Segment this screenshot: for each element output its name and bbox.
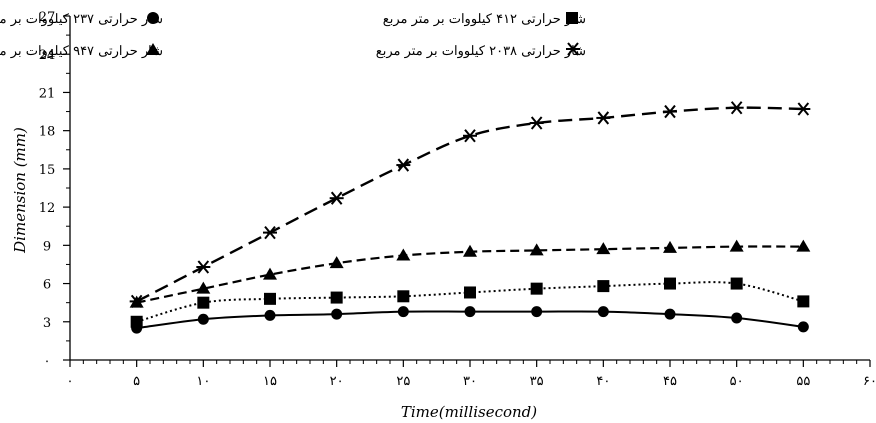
legend-label-237: شار حرارتی ۲۳۷ کیلووات بر متر مربع	[0, 12, 163, 27]
data-point-square	[464, 286, 476, 299]
legend-marker-triangle-icon	[146, 43, 160, 55]
x-axis-title: Time(millisecond)	[401, 403, 537, 421]
legend-item-947: شار حرارتی ۹۴۷ کیلووات بر متر مربع	[0, 43, 163, 59]
y-tick-label: 24	[39, 48, 56, 63]
x-tick-label: ۶۰	[863, 374, 876, 389]
y-tick-label: 6	[43, 278, 51, 293]
x-tick-label: ۲۰	[330, 374, 344, 389]
data-point-triangle	[463, 244, 477, 257]
x-tick-label: ۵۵	[796, 374, 810, 389]
y-axis-title: Dimension (mm)	[11, 127, 29, 254]
data-point-circle	[797, 321, 809, 333]
data-point-triangle	[263, 267, 277, 280]
legend-item-412: شار حرارتی ۴۱۲ کیلووات بر متر مربع	[383, 12, 586, 27]
axis-ticks: ۰ ۵ ۱۰ ۱۵ ۲۰ ۲۵ ۳۰ ۳۵ ۴۰ ۴۵ ۵۰ ۵۵ ۶۰ ۰ 3 6 9 12 15 18 21 24 27	[39, 10, 876, 389]
data-point-triangle	[196, 281, 211, 294]
y-tick-label: 9	[43, 239, 51, 254]
data-point-square	[397, 290, 410, 303]
data-point-asterisk	[463, 129, 477, 143]
data-point-triangle	[729, 239, 744, 252]
data-point-asterisk	[729, 101, 744, 115]
legend-label-947: شار حرارتی ۹۴۷ کیلووات بر متر مربع	[0, 44, 163, 59]
y-tick-label: ۰	[44, 354, 51, 369]
data-point-circle	[397, 306, 409, 318]
x-tick-label: ۴۰	[596, 374, 610, 389]
data-point-square	[264, 292, 276, 305]
data-point-triangle	[529, 243, 544, 256]
data-point-circle	[731, 312, 743, 324]
data-point-asterisk	[529, 116, 544, 130]
data-point-circle	[464, 306, 476, 318]
data-point-triangle	[396, 248, 411, 261]
data-point-triangle	[796, 239, 811, 252]
data-point-asterisk	[263, 225, 277, 240]
x-tick-label: ۱۰	[196, 374, 210, 389]
data-point-asterisk	[796, 102, 811, 116]
data-point-circle	[197, 313, 209, 325]
data-point-circle	[664, 308, 676, 320]
series-markers	[129, 101, 811, 334]
x-tick-label: ۲۵	[396, 374, 410, 389]
data-point-square	[530, 282, 543, 295]
data-point-circle	[597, 306, 609, 318]
x-tick-label: ۵	[133, 374, 140, 389]
data-point-square	[197, 296, 210, 309]
x-tick-label: ۱۵	[263, 374, 277, 389]
legend: شار حرارتی ۲۳۷ کیلووات بر متر مربع شار ح…	[0, 12, 586, 59]
x-tick-label: ۰	[67, 374, 74, 389]
y-tick-label: 12	[39, 201, 56, 216]
data-point-square	[664, 277, 676, 290]
legend-item-237: شار حرارتی ۲۳۷ کیلووات بر متر مربع	[0, 12, 163, 27]
data-point-square	[330, 291, 343, 304]
data-point-triangle	[663, 240, 677, 253]
data-point-asterisk	[396, 158, 411, 172]
data-point-square	[797, 295, 810, 308]
x-tick-label: ۴۵	[663, 374, 677, 389]
data-point-circle	[264, 309, 276, 321]
legend-marker-square-icon	[566, 12, 578, 24]
y-tick-label: 18	[39, 125, 56, 140]
x-tick-label: ۳۵	[530, 374, 544, 389]
y-tick-label: 3	[43, 316, 51, 331]
data-point-asterisk	[596, 111, 611, 125]
series-line-asterisk	[136, 106, 804, 303]
data-point-triangle	[329, 256, 344, 269]
data-point-asterisk	[129, 294, 144, 309]
data-point-square	[730, 277, 743, 290]
y-tick-label: 27	[39, 10, 56, 25]
x-tick-label: ۳۰	[463, 374, 477, 389]
data-point-square	[130, 315, 143, 328]
data-point-asterisk	[196, 260, 211, 274]
data-point-triangle	[596, 242, 611, 255]
y-tick-label: 21	[39, 86, 56, 101]
legend-marker-circle-icon	[147, 12, 159, 24]
x-tick-label: ۵۰	[730, 374, 744, 389]
legend-label-412: شار حرارتی ۴۱۲ کیلووات بر متر مربع	[383, 12, 586, 27]
data-point-square	[597, 280, 610, 293]
data-point-asterisk	[663, 104, 677, 119]
y-tick-label: 15	[39, 163, 56, 178]
legend-marker-asterisk-icon	[566, 42, 580, 56]
data-point-asterisk	[329, 191, 344, 205]
legend-item-2038: شار حرارتی ۲۰۳۸ کیلووات بر متر مربع	[376, 42, 586, 59]
data-point-circle	[331, 308, 343, 320]
legend-label-2038: شار حرارتی ۲۰۳۸ کیلووات بر متر مربع	[376, 44, 586, 59]
data-point-circle	[531, 306, 543, 318]
